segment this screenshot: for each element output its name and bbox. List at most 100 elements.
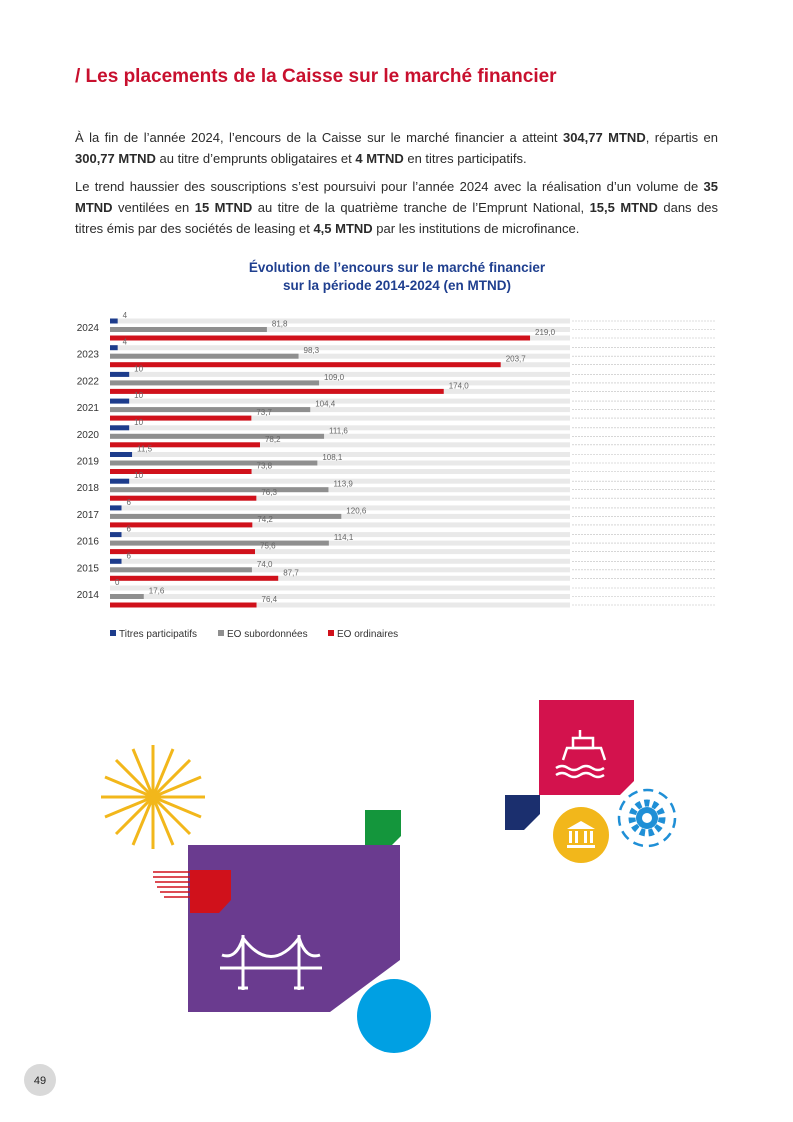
y-tick-label: 2014	[77, 590, 100, 601]
value-label: 203,7	[506, 355, 527, 364]
bar	[110, 353, 299, 359]
bar	[110, 513, 342, 519]
legend-label: Titres participatifs	[119, 629, 197, 640]
y-tick-label: 2023	[77, 350, 100, 361]
value-label: 76,3	[261, 488, 277, 497]
bar-track	[110, 452, 570, 457]
bold-text: 15 MTND	[194, 200, 253, 215]
bridge-icon	[220, 934, 322, 990]
bar	[110, 495, 257, 501]
bold-text: 35 MTND	[75, 179, 718, 215]
bold-text: 15,5 MTND	[589, 200, 658, 215]
chart-title: Évolution de l’encours sur le marché fin…	[249, 260, 546, 275]
bar	[110, 575, 279, 581]
bar	[110, 371, 130, 377]
value-label: 6	[127, 525, 132, 534]
legend-label: EO subordonnées	[227, 629, 308, 640]
value-label: 113,9	[333, 480, 353, 489]
bar-track	[110, 522, 570, 528]
value-label: 10	[134, 471, 143, 480]
bank-icon	[567, 821, 595, 848]
text-run: en titres participatifs.	[403, 151, 527, 166]
value-label: 120,6	[346, 506, 367, 515]
bar	[110, 452, 133, 457]
value-label: 87,7	[283, 568, 299, 577]
bar	[110, 558, 122, 564]
value-label: 219,0	[535, 328, 556, 337]
bar-track	[110, 575, 570, 581]
value-label: 11,5	[137, 445, 153, 454]
bar-track	[110, 425, 570, 431]
bar-track	[110, 558, 570, 564]
gear-icon	[617, 788, 677, 848]
page-number: 49	[34, 1075, 46, 1087]
bar-track	[110, 327, 570, 332]
bar	[110, 540, 329, 546]
value-label: 10	[134, 364, 143, 373]
value-label: 6	[127, 498, 132, 507]
bar	[110, 567, 252, 573]
bar	[110, 415, 252, 421]
bar-track	[110, 469, 570, 474]
bar	[110, 362, 501, 368]
value-label: 76,4	[262, 595, 278, 604]
bar	[110, 327, 267, 332]
text-run: Le trend haussier des souscriptions s’es…	[75, 179, 704, 194]
bar	[110, 388, 444, 394]
value-label: 6	[127, 551, 132, 560]
bold-text: 304,77 MTND	[562, 130, 646, 145]
bar-track	[110, 505, 570, 511]
bar-track	[110, 415, 570, 421]
y-tick-label: 2018	[77, 483, 100, 494]
yellow-circle	[553, 807, 609, 863]
y-tick-label: 2022	[77, 376, 100, 387]
page-number-badge	[24, 1064, 56, 1096]
text-run: au titre d’emprunts obligataires et	[155, 151, 356, 166]
bar	[110, 442, 260, 448]
heading: / Les placements de la Caisse sur le mar…	[75, 66, 557, 87]
blue-circle	[357, 979, 431, 1053]
value-label: 73,8	[257, 462, 273, 471]
bar	[110, 532, 122, 538]
illustration-right	[505, 700, 677, 863]
paragraph: Le trend haussier des souscriptions s’es…	[75, 176, 718, 239]
bar-track	[110, 353, 570, 359]
bar	[110, 460, 318, 466]
bar	[110, 345, 118, 351]
bar-track	[110, 585, 570, 591]
bar-track	[110, 442, 570, 448]
bar-track	[110, 407, 570, 413]
legend-swatch	[218, 630, 224, 636]
y-tick-label: 2017	[77, 510, 100, 521]
y-tick-label: 2021	[77, 403, 100, 414]
bar	[110, 602, 257, 608]
bar-track	[110, 371, 570, 377]
text-run: , répartis en	[645, 130, 718, 145]
text-run: ventilées en	[112, 200, 195, 215]
text-run: À la fin de l’année 2024, l’encours de l…	[75, 130, 563, 145]
bar	[110, 335, 531, 341]
bar-track	[110, 398, 570, 404]
y-tick-label: 2024	[77, 323, 100, 334]
bar-track	[110, 478, 570, 484]
legend-swatch	[110, 630, 116, 636]
navy-shape	[505, 795, 540, 830]
value-label: 114,1	[334, 533, 354, 542]
y-tick-label: 2016	[77, 537, 100, 548]
bar-track	[110, 345, 570, 351]
text-run: au titre de la quatrième tranche de l’Em…	[252, 200, 590, 215]
bar-track	[110, 594, 570, 599]
value-label: 174,0	[449, 381, 470, 390]
speed-lines	[153, 871, 195, 898]
bold-text: 4 MTND	[355, 151, 404, 166]
sunburst	[101, 745, 205, 849]
value-label: 78,2	[265, 435, 281, 444]
bar	[110, 522, 253, 528]
chart-title: sur la période 2014-2024 (en MTND)	[283, 278, 511, 293]
text-run: dans des titres émis par des sociétés de…	[75, 200, 718, 236]
bold-text: 300,77 MTND	[75, 151, 156, 166]
bar-track	[110, 380, 570, 386]
value-label: 111,6	[329, 426, 348, 435]
text-run: par les institutions de microfinance.	[372, 221, 580, 236]
